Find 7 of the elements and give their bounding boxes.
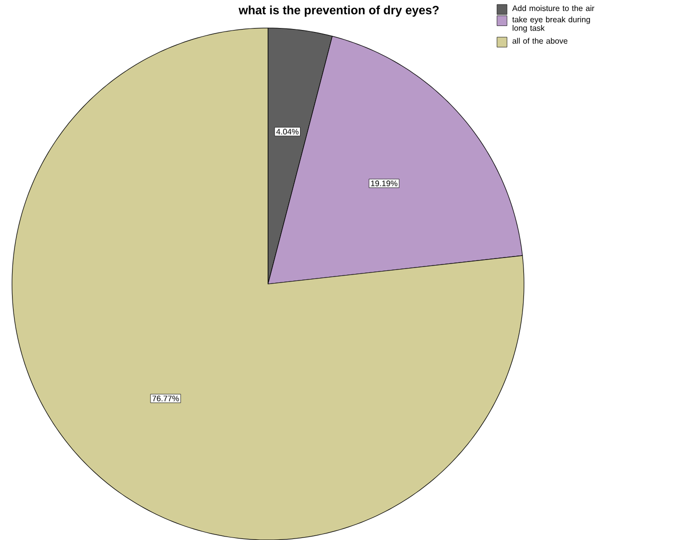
legend-label: Add moisture to the air	[512, 5, 594, 12]
chart-title: what is the prevention of dry eyes?	[238, 6, 439, 17]
data-label: 19.19%	[371, 180, 398, 186]
legend-label: take eye break during long task	[512, 16, 590, 32]
legend-label: all of the above	[512, 38, 568, 44]
data-label: 4.04%	[276, 128, 298, 134]
data-label: 76.77%	[152, 396, 179, 402]
